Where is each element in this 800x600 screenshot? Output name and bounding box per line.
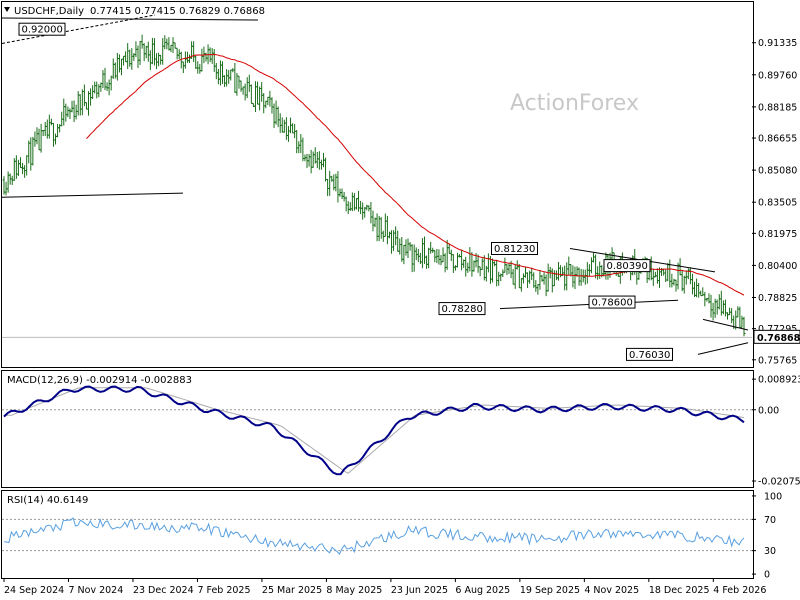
rsi-line bbox=[3, 517, 745, 555]
price-level-box bbox=[588, 295, 636, 309]
price-panel: ActionForex USDCHF,Daily 0.77415 0.77415… bbox=[1, 1, 800, 368]
wedge-upper-line bbox=[702, 318, 749, 331]
price-level-label: 0.78280 bbox=[442, 304, 483, 315]
price-tick-label: 0.80400 bbox=[758, 261, 797, 272]
rsi-title: RSI(14) 40.6149 bbox=[7, 495, 88, 506]
triangle-down-icon bbox=[4, 7, 10, 12]
time-tick-label: 7 Nov 2024 bbox=[68, 585, 123, 596]
macd-line bbox=[3, 385, 745, 476]
price-tick-label: 0.89760 bbox=[758, 70, 797, 81]
rsi-panel: RSI(14) 40.6149 100 70 30 0 bbox=[1, 490, 782, 581]
time-tick-label: 23 Dec 2024 bbox=[133, 585, 194, 596]
price-tick-label: 0.85080 bbox=[758, 166, 797, 177]
macd-lines bbox=[3, 385, 745, 476]
price-level-box bbox=[18, 22, 66, 36]
price-level-label: 0.92000 bbox=[22, 25, 63, 36]
price-tick-label: 0.78825 bbox=[758, 293, 797, 304]
price-tick-label: 0.91335 bbox=[758, 38, 797, 49]
price-tick-label: 0.88185 bbox=[758, 102, 797, 113]
current-price-box bbox=[753, 329, 800, 344]
macd-signal-line bbox=[4, 387, 745, 474]
time-tick-label: 4 Nov 2025 bbox=[584, 585, 639, 596]
time-tick-label: 23 Jun 2025 bbox=[391, 585, 448, 596]
time-tick-label: 18 Dec 2025 bbox=[649, 585, 710, 596]
current-price-label: 0.76868 bbox=[757, 333, 800, 344]
price-level-label: 0.76030 bbox=[629, 350, 670, 361]
price-bars bbox=[2, 34, 746, 337]
macd-tick-label: 0.00 bbox=[758, 405, 779, 416]
price-level-label: 0.81230 bbox=[494, 244, 535, 255]
macd-tick-label: -0.020759 bbox=[758, 477, 800, 488]
price-level-box bbox=[626, 347, 673, 361]
rsi-tick-label: 70 bbox=[764, 515, 776, 526]
price-level-box bbox=[438, 302, 486, 316]
price-tick-label: 0.83505 bbox=[758, 198, 797, 209]
chart-symbol-title: USDCHF,Daily bbox=[14, 6, 84, 17]
rsi-axis: 100 70 30 0 bbox=[2, 491, 782, 581]
time-tick-label: 6 Aug 2025 bbox=[455, 585, 510, 596]
price-level-label: 0.78600 bbox=[592, 298, 633, 309]
rsi-tick-label: 100 bbox=[764, 491, 782, 502]
price-axis: 0.91335 0.89760 0.88185 0.86655 0.85080 0.835… bbox=[752, 38, 800, 366]
macd-axis: 0.008923 0.00 -0.020759 bbox=[2, 375, 800, 488]
rsi-lines bbox=[3, 517, 745, 555]
support-line bbox=[1, 192, 184, 198]
rsi-tick-label: 30 bbox=[764, 546, 776, 557]
time-tick-label: 7 Feb 2025 bbox=[197, 585, 250, 596]
time-tick-label: 24 Sep 2024 bbox=[4, 585, 64, 596]
macd-tick-label: 0.008923 bbox=[758, 375, 800, 386]
dashed-trendline bbox=[1, 14, 156, 44]
resistance-line bbox=[1, 17, 259, 21]
price-tick-label: 0.86655 bbox=[758, 134, 797, 145]
time-axis: 24 Sep 2024 7 Nov 2024 23 Dec 2024 7 Feb 20… bbox=[3, 578, 766, 596]
price-panel-border bbox=[1, 1, 754, 368]
price-level-box bbox=[603, 259, 651, 273]
annotations: 0.92000 0.81230 0.80390 0.78600 0.78280 0.760… bbox=[18, 22, 673, 361]
rsi-tick-label: 0 bbox=[764, 570, 770, 581]
price-tick-label: 0.81975 bbox=[758, 229, 797, 240]
macd-title: MACD(12,26,9) -0.002914 -0.002883 bbox=[7, 375, 192, 386]
price-tick-label: 0.75765 bbox=[758, 355, 797, 366]
time-tick-label: 19 Sep 2025 bbox=[520, 585, 580, 596]
time-tick-label: 25 Mar 2025 bbox=[262, 585, 322, 596]
time-tick-label: 8 May 2025 bbox=[326, 585, 382, 596]
watermark: ActionForex bbox=[510, 91, 639, 116]
time-tick-label: 4 Feb 2026 bbox=[713, 585, 766, 596]
rsi-panel-border bbox=[1, 490, 754, 579]
trendlines bbox=[1, 14, 749, 355]
price-level-box bbox=[491, 242, 538, 256]
macd-panel-border bbox=[1, 370, 754, 488]
wedge-lower-line bbox=[697, 342, 749, 355]
macd-panel: MACD(12,26,9) -0.002914 -0.002883 0.0089… bbox=[1, 370, 800, 488]
price-tick-label: 0.77295 bbox=[758, 324, 797, 335]
price-level-label: 0.80390 bbox=[607, 261, 648, 272]
chart-ohlc-values: 0.77415 0.77415 0.76829 0.76868 bbox=[90, 6, 265, 17]
